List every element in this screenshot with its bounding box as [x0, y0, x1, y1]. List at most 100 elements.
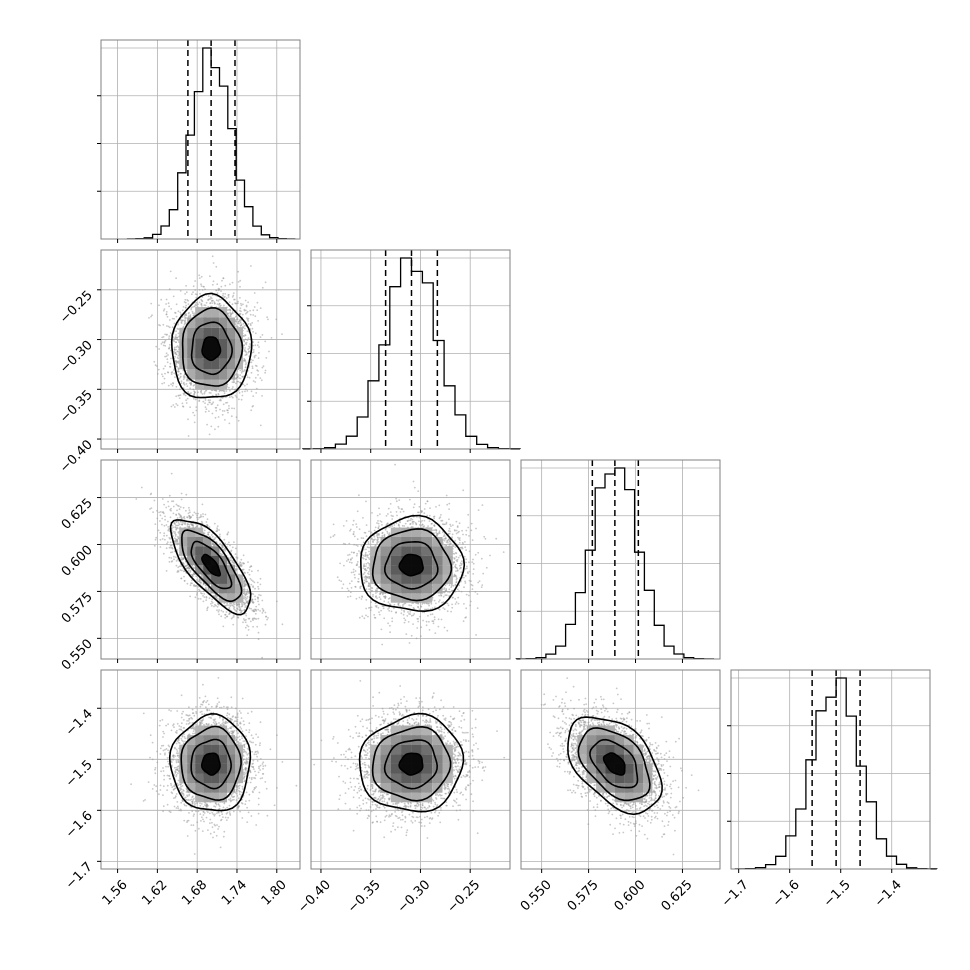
- scatter-point: [201, 300, 204, 303]
- scatter-point: [164, 365, 167, 367]
- scatter-point: [248, 607, 251, 610]
- scatter-point: [175, 346, 178, 348]
- scatter-point: [203, 304, 206, 306]
- scatter-point: [219, 542, 222, 545]
- scatter-point: [183, 515, 186, 518]
- scatter-point: [228, 386, 230, 389]
- scatter-point: [266, 316, 268, 319]
- scatter-point: [234, 377, 237, 380]
- scatter-point: [178, 394, 181, 397]
- scatter-point: [242, 370, 245, 373]
- scatter-point: [234, 394, 237, 397]
- scatter-point: [227, 411, 229, 414]
- scatter-point: [240, 302, 242, 305]
- scatter-point: [246, 383, 249, 386]
- scatter-point: [255, 605, 258, 608]
- scatter-point: [173, 349, 176, 351]
- scatter-point: [252, 625, 255, 628]
- scatter-point: [233, 388, 236, 391]
- scatter-point: [253, 608, 256, 611]
- scatter-point: [171, 326, 174, 329]
- scatter-point: [161, 498, 164, 500]
- scatter-point: [177, 360, 180, 363]
- scatter-point: [205, 408, 208, 411]
- scatter-point: [240, 310, 242, 313]
- scatter-point: [208, 433, 211, 436]
- scatter-point: [220, 615, 223, 618]
- scatter-point: [261, 612, 264, 614]
- scatter-point: [159, 324, 162, 327]
- scatter-point: [161, 538, 164, 540]
- scatter-point: [179, 290, 182, 292]
- scatter-point: [244, 338, 247, 341]
- scatter-point: [226, 602, 229, 605]
- scatter-point: [214, 416, 217, 419]
- scatter-point: [175, 560, 178, 562]
- scatter-point: [166, 361, 169, 364]
- scatter-point: [217, 393, 220, 396]
- scatter-point: [228, 405, 230, 407]
- scatter-point: [237, 281, 240, 283]
- scatter-point: [175, 315, 178, 318]
- scatter-point: [208, 531, 211, 534]
- scatter-point: [246, 376, 249, 379]
- scatter-point: [193, 390, 196, 393]
- scatter-point: [259, 377, 262, 379]
- scatter-point: [224, 613, 227, 616]
- scatter-point: [177, 535, 179, 538]
- scatter-point: [244, 366, 247, 369]
- scatter-point: [170, 509, 172, 512]
- scatter-point: [193, 421, 196, 424]
- scatter-point: [173, 372, 176, 375]
- scatter-point: [254, 587, 256, 590]
- scatter-point: [181, 402, 184, 405]
- scatter-point: [167, 371, 169, 374]
- scatter-point: [230, 415, 233, 418]
- scatter-point: [200, 275, 203, 278]
- scatter-point: [239, 307, 242, 310]
- scatter-point: [175, 341, 178, 343]
- scatter-point: [215, 393, 218, 396]
- scatter-point: [216, 292, 219, 294]
- scatter-point: [249, 566, 251, 568]
- scatter-point: [161, 523, 163, 526]
- scatter-point: [202, 513, 204, 515]
- scatter-point: [154, 364, 157, 367]
- scatter-point: [207, 403, 209, 406]
- scatter-point: [215, 265, 218, 268]
- scatter-point: [177, 537, 180, 540]
- scatter-point: [231, 388, 234, 390]
- scatter-point: [204, 399, 207, 401]
- scatter-point: [214, 428, 216, 431]
- scatter-point: [224, 419, 226, 421]
- scatter-point: [150, 315, 152, 318]
- scatter-point: [178, 505, 180, 507]
- scatter-point: [252, 331, 255, 333]
- scatter-point: [261, 395, 263, 397]
- scatter-point: [251, 322, 254, 324]
- scatter-point: [195, 301, 198, 304]
- scatter-point: [246, 330, 249, 333]
- scatter-point: [169, 366, 172, 368]
- scatter-point: [256, 301, 259, 304]
- scatter-point: [184, 298, 187, 301]
- scatter-point: [211, 255, 214, 258]
- scatter-point: [257, 320, 259, 322]
- scatter-point: [185, 399, 188, 402]
- scatter-point: [217, 287, 220, 290]
- scatter-point: [172, 382, 174, 384]
- scatter-point: [258, 594, 260, 596]
- scatter-point: [245, 343, 248, 346]
- scatter-point: [160, 298, 163, 301]
- scatter-point: [251, 327, 254, 330]
- scatter-point: [241, 370, 244, 373]
- density-cell: [211, 379, 220, 390]
- scatter-point: [183, 579, 186, 582]
- scatter-point: [207, 399, 210, 402]
- scatter-point: [175, 303, 178, 306]
- scatter-point: [174, 535, 177, 537]
- scatter-point: [242, 621, 244, 624]
- scatter-point: [197, 512, 199, 515]
- scatter-point: [244, 312, 247, 315]
- scatter-point: [259, 583, 262, 586]
